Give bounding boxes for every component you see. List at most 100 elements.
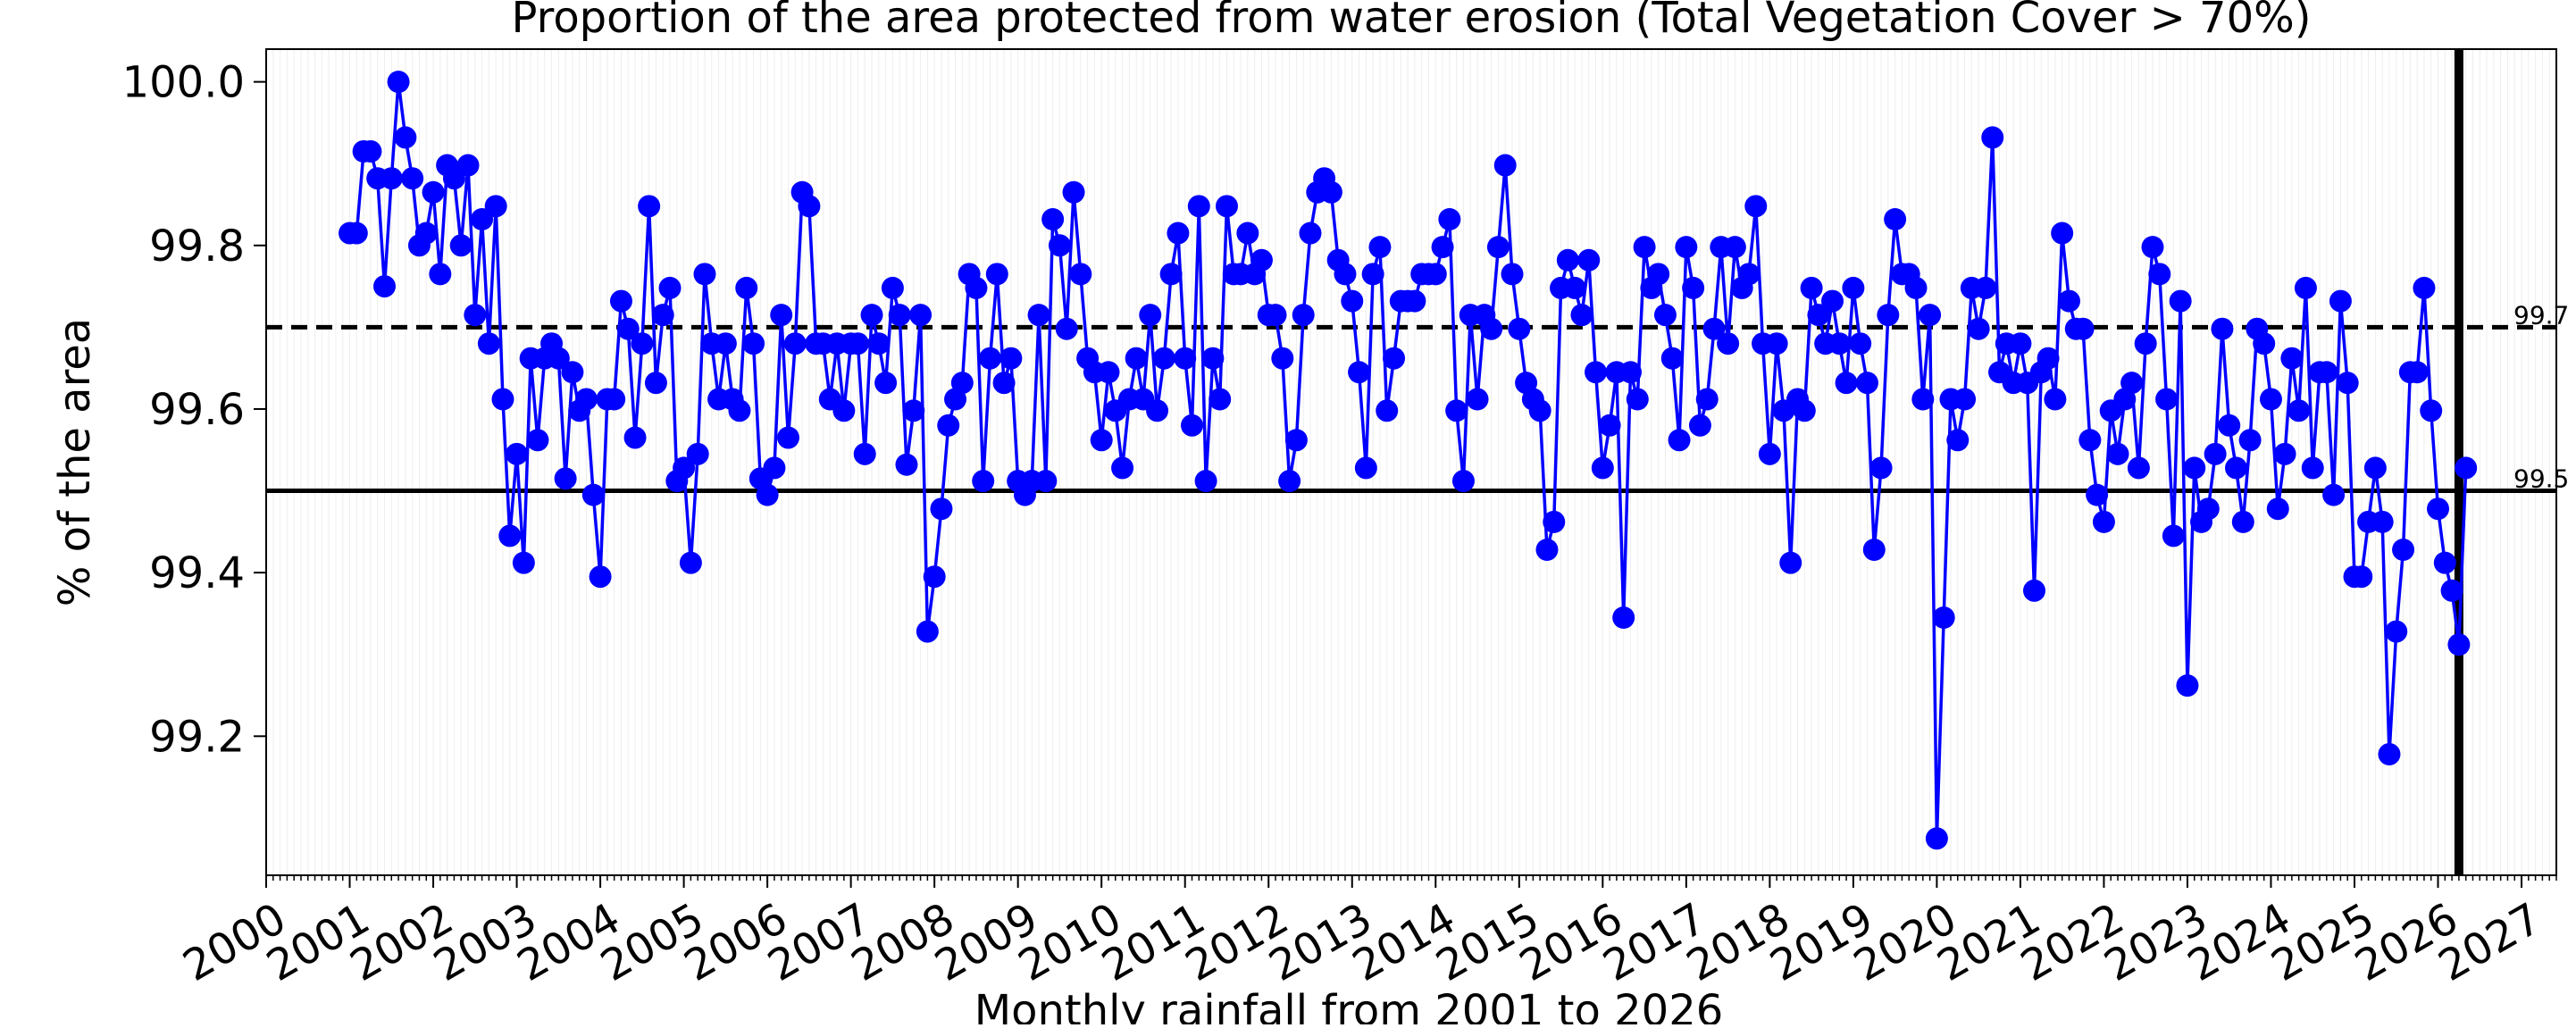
data-point xyxy=(387,71,410,94)
data-point xyxy=(638,195,661,218)
data-point xyxy=(1383,347,1406,370)
data-point xyxy=(589,565,612,589)
y-tick-label: 99.8 xyxy=(149,221,245,272)
data-point xyxy=(422,180,445,204)
data-point xyxy=(1647,263,1670,286)
data-point xyxy=(1911,388,1935,411)
data-point xyxy=(1904,276,1928,299)
data-point xyxy=(979,347,1001,370)
data-point xyxy=(2134,332,2157,355)
data-point xyxy=(2086,483,2109,506)
data-point xyxy=(1167,221,1190,245)
data-point xyxy=(1368,236,1392,259)
data-point xyxy=(763,456,786,480)
data-point xyxy=(1842,276,1865,299)
data-point xyxy=(2427,497,2450,521)
data-point xyxy=(1048,234,1071,257)
data-point xyxy=(923,565,946,589)
data-point xyxy=(1862,539,1886,561)
data-point xyxy=(1598,414,1621,437)
data-point xyxy=(1953,388,1977,411)
data-point xyxy=(1174,347,1197,370)
data-point xyxy=(2023,579,2045,602)
data-point xyxy=(2259,388,2282,411)
data-point xyxy=(1981,126,2004,149)
data-point xyxy=(867,332,891,355)
data-point xyxy=(442,167,465,190)
data-point xyxy=(1925,827,1948,850)
data-point xyxy=(1111,456,1134,480)
data-point xyxy=(874,372,898,395)
data-point xyxy=(1591,456,1614,480)
y-tick-label: 99.4 xyxy=(149,548,245,598)
data-point xyxy=(1041,208,1065,230)
data-point xyxy=(1974,276,1997,299)
data-point xyxy=(999,347,1023,370)
data-point xyxy=(1675,236,1698,259)
data-point xyxy=(623,426,647,449)
data-point xyxy=(2301,456,2324,480)
data-point xyxy=(1341,289,1364,313)
data-point xyxy=(651,304,674,327)
data-point xyxy=(2350,565,2373,589)
data-point xyxy=(686,442,709,465)
data-point xyxy=(1618,361,1642,384)
data-point xyxy=(1884,208,1907,230)
data-point xyxy=(1577,248,1601,272)
data-point xyxy=(881,276,904,299)
data-point xyxy=(2162,524,2185,547)
data-point xyxy=(2329,289,2352,313)
data-point xyxy=(345,221,368,245)
data-point xyxy=(456,154,480,177)
data-point xyxy=(1125,347,1148,370)
data-point xyxy=(1431,236,1454,259)
data-point xyxy=(728,399,751,422)
data-point xyxy=(1348,361,1371,384)
data-point xyxy=(1919,304,1942,327)
data-point xyxy=(1438,208,1461,230)
data-point xyxy=(965,276,988,299)
data-point xyxy=(1967,317,1990,340)
data-point xyxy=(1807,304,1830,327)
data-point xyxy=(1034,470,1058,493)
data-point xyxy=(1682,276,1705,299)
data-point xyxy=(1027,304,1050,327)
data-point xyxy=(1264,304,1287,327)
data-point xyxy=(1292,304,1315,327)
data-point xyxy=(380,167,403,190)
y-tick-label: 100.0 xyxy=(122,58,245,108)
data-point xyxy=(1236,221,1259,245)
data-point xyxy=(2294,276,2317,299)
y-tick-label: 99.6 xyxy=(149,385,245,435)
data-point xyxy=(895,453,918,476)
data-point xyxy=(1146,399,1169,422)
data-point xyxy=(2106,442,2129,465)
data-point xyxy=(860,304,883,327)
data-point xyxy=(1585,361,1608,384)
data-point xyxy=(1660,347,1684,370)
data-point xyxy=(1376,399,1399,422)
data-point xyxy=(2440,579,2463,602)
data-point xyxy=(1466,388,1489,411)
data-point xyxy=(1486,236,1510,259)
data-point xyxy=(2371,510,2394,533)
data-point xyxy=(603,388,626,411)
data-point xyxy=(777,426,799,449)
data-point xyxy=(693,263,716,286)
data-point xyxy=(1723,236,1746,259)
grid xyxy=(265,49,2557,875)
data-point xyxy=(1688,414,1711,437)
data-point xyxy=(930,497,953,521)
data-point xyxy=(2183,456,2206,480)
data-point xyxy=(498,524,522,547)
data-point xyxy=(1717,332,1740,355)
data-point xyxy=(937,414,960,437)
data-point xyxy=(2155,388,2179,411)
data-point xyxy=(616,317,640,340)
data-point xyxy=(909,304,933,327)
data-point xyxy=(1069,263,1092,286)
data-point xyxy=(449,234,473,257)
data-point xyxy=(2218,414,2241,437)
data-point xyxy=(1271,347,1294,370)
data-point xyxy=(2120,372,2144,395)
